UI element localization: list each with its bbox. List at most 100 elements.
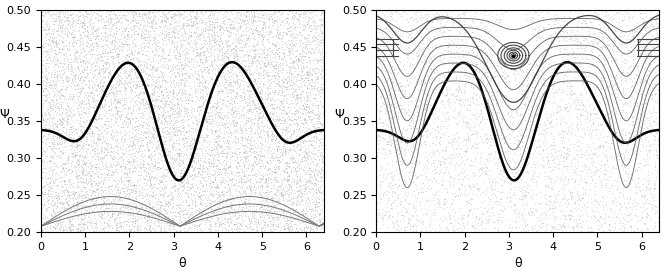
Point bbox=[42, 215, 53, 220]
Point bbox=[646, 205, 657, 210]
Point bbox=[117, 35, 128, 40]
Point bbox=[256, 105, 267, 109]
Point bbox=[168, 195, 178, 199]
Point bbox=[124, 195, 135, 200]
Point bbox=[279, 120, 289, 125]
Point bbox=[268, 218, 279, 222]
Point bbox=[227, 154, 237, 159]
Point bbox=[132, 20, 143, 24]
Point bbox=[132, 75, 142, 79]
Point bbox=[232, 54, 243, 59]
Point bbox=[52, 204, 63, 208]
Point bbox=[66, 12, 76, 17]
Point bbox=[265, 223, 275, 228]
Point bbox=[164, 70, 175, 75]
Point bbox=[425, 115, 436, 120]
Point bbox=[515, 197, 525, 201]
Point bbox=[485, 52, 496, 56]
Point bbox=[267, 155, 277, 160]
Point bbox=[54, 136, 65, 140]
Point bbox=[450, 121, 461, 126]
Point bbox=[303, 36, 313, 41]
Point bbox=[198, 29, 208, 34]
Point bbox=[283, 227, 293, 231]
Point bbox=[295, 194, 306, 199]
Point bbox=[159, 117, 170, 121]
Point bbox=[499, 135, 510, 139]
Point bbox=[74, 25, 84, 29]
Point bbox=[176, 109, 186, 113]
Point bbox=[315, 99, 325, 103]
Point bbox=[617, 167, 628, 171]
Point bbox=[541, 18, 551, 22]
Point bbox=[277, 102, 287, 106]
Point bbox=[211, 211, 222, 216]
Point bbox=[575, 15, 586, 20]
Point bbox=[275, 22, 285, 26]
Point bbox=[220, 166, 231, 170]
Point bbox=[194, 194, 204, 198]
Point bbox=[222, 16, 233, 21]
Point bbox=[182, 164, 193, 169]
Point bbox=[252, 109, 263, 113]
Point bbox=[315, 191, 326, 195]
Point bbox=[553, 34, 563, 39]
Point bbox=[250, 54, 261, 58]
Point bbox=[269, 65, 280, 70]
Point bbox=[374, 43, 385, 48]
Point bbox=[101, 225, 112, 229]
Point bbox=[225, 157, 236, 161]
Point bbox=[105, 191, 116, 195]
Point bbox=[291, 169, 301, 174]
Point bbox=[142, 14, 153, 18]
Point bbox=[257, 18, 268, 23]
Point bbox=[375, 192, 386, 196]
Point bbox=[204, 96, 215, 100]
Point bbox=[167, 91, 178, 96]
Point bbox=[534, 137, 545, 142]
Point bbox=[72, 227, 83, 231]
Point bbox=[86, 14, 96, 19]
Point bbox=[110, 197, 120, 201]
Point bbox=[502, 74, 513, 78]
Point bbox=[57, 179, 67, 183]
Point bbox=[426, 76, 437, 80]
Point bbox=[384, 59, 395, 64]
Point bbox=[110, 36, 120, 40]
Point bbox=[98, 155, 108, 160]
Point bbox=[447, 201, 458, 205]
Point bbox=[256, 198, 267, 203]
Point bbox=[590, 128, 600, 132]
Point bbox=[215, 38, 226, 42]
Point bbox=[37, 93, 48, 97]
Point bbox=[182, 178, 193, 182]
Point bbox=[66, 126, 76, 131]
Point bbox=[190, 116, 200, 120]
Point bbox=[97, 226, 108, 231]
Point bbox=[642, 126, 653, 130]
Point bbox=[184, 29, 194, 34]
Point bbox=[235, 150, 246, 155]
Point bbox=[184, 217, 194, 222]
Point bbox=[294, 57, 305, 61]
Point bbox=[310, 168, 321, 172]
Point bbox=[488, 73, 499, 78]
Point bbox=[90, 165, 100, 169]
Point bbox=[142, 11, 152, 16]
Point bbox=[124, 224, 134, 229]
Point bbox=[248, 208, 259, 212]
Point bbox=[446, 192, 457, 197]
Point bbox=[293, 209, 304, 214]
Point bbox=[243, 33, 254, 38]
Point bbox=[253, 54, 264, 58]
Point bbox=[168, 91, 178, 95]
Point bbox=[233, 37, 243, 42]
Point bbox=[228, 79, 239, 84]
Point bbox=[508, 203, 519, 207]
Point bbox=[256, 14, 267, 19]
Point bbox=[150, 85, 160, 89]
Point bbox=[453, 95, 464, 100]
Point bbox=[85, 90, 96, 95]
Point bbox=[120, 123, 131, 128]
Point bbox=[441, 93, 452, 98]
